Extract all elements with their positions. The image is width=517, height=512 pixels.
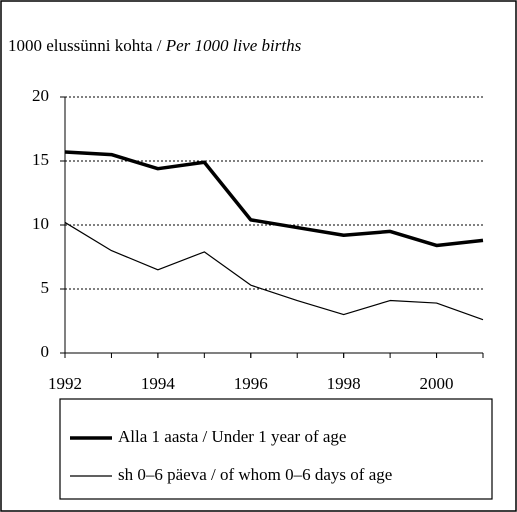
y-tick-label: 0: [41, 342, 50, 361]
x-tick-label: 1998: [327, 374, 361, 393]
x-tick-label: 1994: [141, 374, 176, 393]
x-tick-label: 1996: [234, 374, 268, 393]
legend-box: [59, 398, 493, 500]
series-line: [64, 150, 484, 248]
y-axis-label-fi: 1000 elussünni kohta /: [8, 36, 162, 55]
y-tick-label: 10: [32, 214, 49, 233]
legend-label: Alla 1 aasta / Under 1 year of age: [118, 427, 346, 446]
x-tick-label: 1992: [48, 374, 82, 393]
y-tick-label: 5: [41, 278, 50, 297]
series-line: [64, 221, 484, 321]
legend-label: sh 0–6 päeva / of whom 0–6 days of age: [118, 465, 392, 484]
y-axis-label: 1000 elussünni kohta / Per 1000 live bir…: [8, 36, 302, 55]
y-tick-label: 20: [32, 86, 49, 105]
x-tick-label: 2000: [420, 374, 454, 393]
y-tick-label: 15: [32, 150, 49, 169]
y-axis-label-en: Per 1000 live births: [165, 36, 302, 55]
